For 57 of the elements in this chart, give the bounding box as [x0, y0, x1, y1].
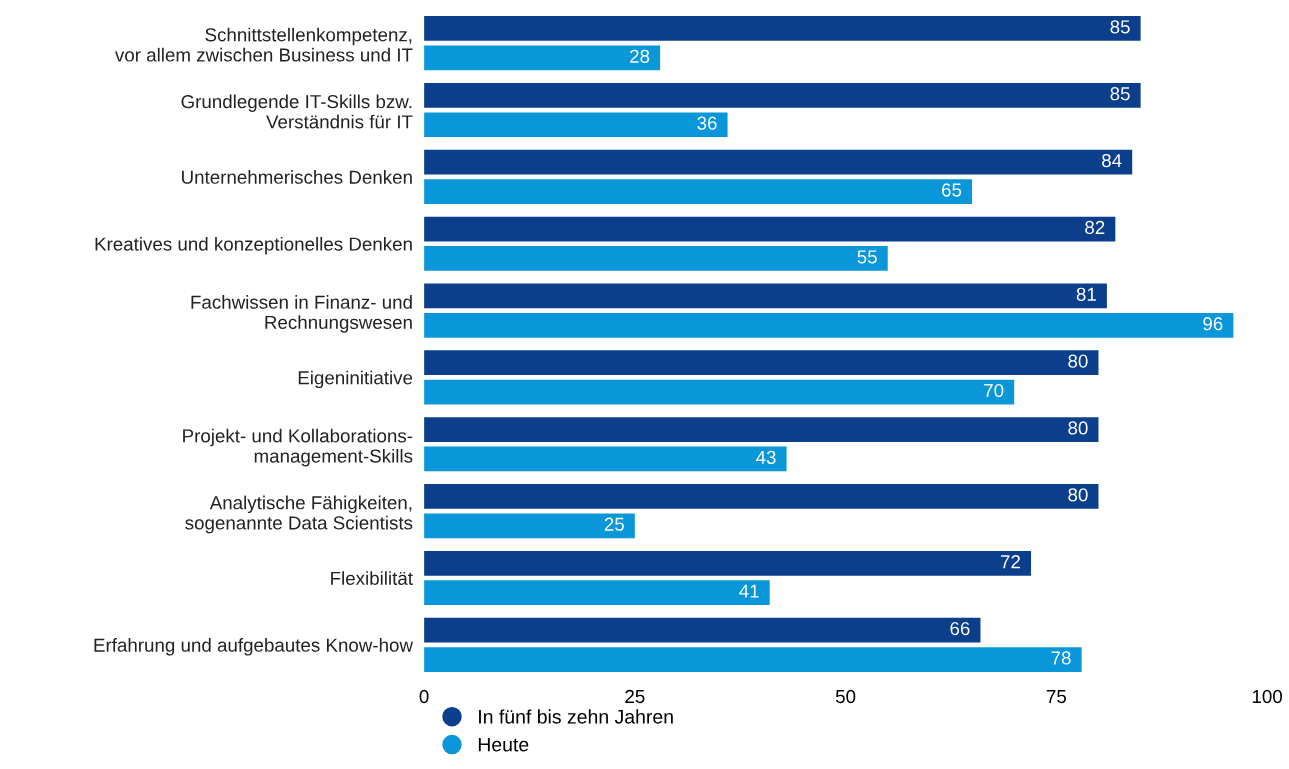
data-label: 80 — [1068, 354, 1088, 368]
bar — [424, 16, 1141, 41]
y-tick-label: Unternehmerisches Denken — [182, 170, 412, 184]
y-tick-label: Fachwissen in Finanz- und Rechnungswesen — [191, 295, 412, 333]
data-label: 78 — [1051, 651, 1071, 665]
data-label: 84 — [1102, 153, 1122, 168]
bar — [424, 580, 770, 606]
bar — [424, 513, 635, 539]
bar — [424, 647, 1082, 672]
bar — [424, 379, 1015, 405]
y-tick-label: Flexibilität — [331, 571, 413, 585]
data-label: 41 — [739, 584, 759, 598]
bar — [424, 179, 973, 204]
bar — [424, 283, 1107, 309]
data-label: 81 — [1076, 287, 1096, 301]
legend-label: Heute — [478, 737, 529, 752]
x-tick-label: 75 — [1046, 690, 1066, 704]
data-label: 43 — [756, 450, 776, 465]
data-label: 96 — [1203, 317, 1223, 331]
y-tick-label: Schnittstellenkompetenz, vor allem zwischen Business und IT — [115, 27, 413, 62]
data-label: 80 — [1068, 421, 1088, 435]
y-tick-label: Projekt- und Kollaborations- management-Skills — [183, 428, 413, 467]
data-label: 66 — [950, 621, 970, 636]
y-tick-label: Kreatives und konzeptionelles Denken — [95, 236, 412, 255]
data-label: 36 — [697, 116, 717, 130]
data-label: 72 — [1001, 555, 1020, 569]
bar — [424, 446, 787, 472]
data-label: 70 — [984, 383, 1004, 398]
bar — [424, 484, 1099, 509]
y-tick-label: Analytische Fähigkeiten, sogenannte Data Scientists — [185, 495, 413, 534]
data-label: 28 — [630, 49, 650, 63]
bar — [424, 216, 1116, 242]
bar — [424, 246, 888, 271]
y-tick-label: Erfahrung und aufgebautes Know-how — [94, 638, 414, 656]
data-label: 25 — [604, 517, 624, 531]
data-label: 82 — [1085, 220, 1105, 235]
bar — [424, 312, 1234, 338]
bar — [424, 417, 1099, 442]
data-label: 65 — [942, 183, 962, 197]
x-tick-label: 100 — [1252, 689, 1282, 704]
bar — [424, 550, 1032, 576]
y-tick-label: Eigeninitiative — [298, 370, 413, 389]
bar — [424, 350, 1099, 376]
bar — [424, 112, 728, 138]
data-label: 85 — [1110, 87, 1130, 101]
data-label: 80 — [1068, 488, 1088, 502]
data-label: 55 — [857, 250, 877, 264]
y-tick-label: Grundlegende IT-Skills bzw. Verständnis für IT — [181, 94, 413, 129]
data-label: 85 — [1110, 20, 1130, 34]
bar — [424, 149, 1133, 175]
bar — [424, 45, 661, 71]
x-tick-label: 50 — [835, 689, 856, 704]
bar — [424, 82, 1141, 108]
x-tick-label: 0 — [419, 689, 429, 704]
legend-label: In fünf bis zehn Jahren — [479, 709, 673, 724]
bar — [424, 617, 981, 643]
x-tick-label: 25 — [625, 689, 645, 704]
